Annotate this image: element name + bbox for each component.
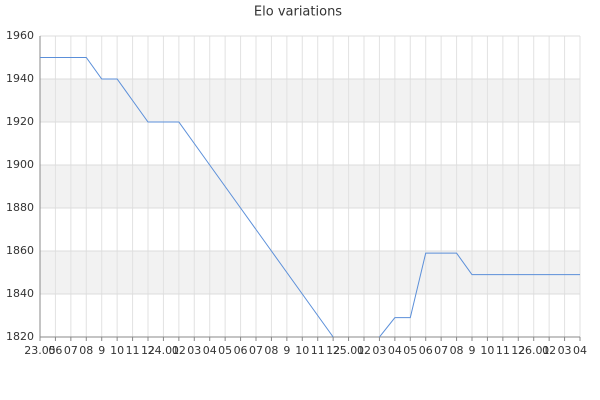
- x-tick-label: 03: [558, 344, 572, 357]
- y-tick-label: 1960: [6, 29, 34, 42]
- chart-title: Elo variations: [254, 5, 342, 20]
- y-tick-label: 1860: [6, 244, 34, 257]
- y-tick-label: 1940: [6, 72, 34, 85]
- y-tick-label: 1820: [6, 330, 34, 343]
- x-tick-label: 10: [295, 344, 309, 357]
- x-tick-label: 02: [542, 344, 556, 357]
- y-tick-label: 1920: [6, 115, 34, 128]
- x-tick-label: 26.01: [518, 344, 550, 357]
- x-tick-label: 9: [98, 344, 105, 357]
- x-tick-label: 06: [419, 344, 433, 357]
- data-line: [40, 57, 580, 338]
- x-tick-label: 02: [172, 344, 186, 357]
- x-tick-label: 25.01: [333, 344, 365, 357]
- x-tick-label: 9: [469, 344, 476, 357]
- y-tick-label: 1840: [6, 287, 34, 300]
- x-tick-label: 02: [357, 344, 371, 357]
- grid-band: [40, 79, 580, 122]
- x-tick-label: 04: [203, 344, 217, 357]
- x-tick-label: 07: [64, 344, 78, 357]
- x-tick-label: 08: [79, 344, 93, 357]
- y-tick-label: 1900: [6, 158, 34, 171]
- y-tick-label: 1880: [6, 201, 34, 214]
- x-tick-label: 10: [110, 344, 124, 357]
- x-tick-label: 11: [311, 344, 325, 357]
- x-tick-label: 03: [372, 344, 386, 357]
- x-tick-label: 9: [283, 344, 290, 357]
- x-tick-label: 12: [326, 344, 340, 357]
- x-tick-label: 12: [141, 344, 155, 357]
- x-tick-label: 24.01: [148, 344, 180, 357]
- x-tick-label: 05: [218, 344, 232, 357]
- x-tick-label: 04: [388, 344, 402, 357]
- x-tick-label: 23.05: [24, 344, 56, 357]
- x-tick-label: 07: [249, 344, 263, 357]
- x-tick-label: 11: [126, 344, 140, 357]
- x-tick-label: 06: [234, 344, 248, 357]
- x-tick-label: 03: [187, 344, 201, 357]
- x-tick-label: 05: [403, 344, 417, 357]
- x-tick-label: 06: [48, 344, 62, 357]
- x-tick-label: 11: [496, 344, 510, 357]
- grid-band: [40, 165, 580, 208]
- x-tick-label: 04: [573, 344, 587, 357]
- x-tick-label: 07: [434, 344, 448, 357]
- x-tick-label: 08: [450, 344, 464, 357]
- x-tick-label: 12: [511, 344, 525, 357]
- x-tick-label: 10: [480, 344, 494, 357]
- grid-band: [40, 251, 580, 294]
- x-tick-label: 08: [264, 344, 278, 357]
